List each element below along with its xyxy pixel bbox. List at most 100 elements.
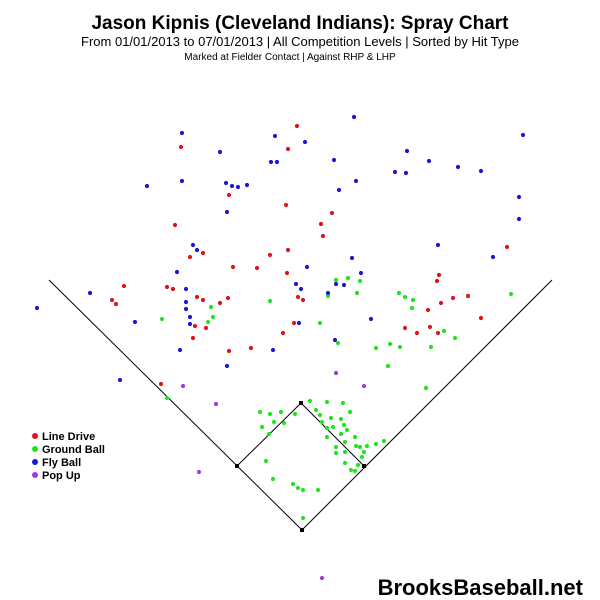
hit-point-line-drive (450, 295, 456, 301)
hit-point-line-drive (267, 252, 273, 258)
hit-point-fly-ball (144, 183, 150, 189)
hit-point-line-drive (285, 247, 291, 253)
hit-point-ground-ball (341, 422, 347, 428)
hit-point-ground-ball (410, 297, 416, 303)
hit-point-line-drive (283, 202, 289, 208)
hit-point-ground-ball (397, 344, 403, 350)
hit-point-ground-ball (423, 385, 429, 391)
hit-point-line-drive (434, 278, 440, 284)
hit-point-fly-ball (194, 247, 200, 253)
hit-point-line-drive (425, 307, 431, 313)
hit-point-line-drive (170, 286, 176, 292)
hit-point-line-drive (438, 300, 444, 306)
hit-point-ground-ball (452, 335, 458, 341)
hit-point-line-drive (113, 301, 119, 307)
hit-point-line-drive (226, 192, 232, 198)
hit-point-ground-ball (325, 293, 331, 299)
hit-point-line-drive (217, 300, 223, 306)
hit-point-ground-ball (159, 316, 165, 322)
hit-point-line-drive (478, 315, 484, 321)
hit-point-ground-ball (324, 425, 330, 431)
hit-point-ground-ball (373, 441, 379, 447)
hit-point-fly-ball (268, 159, 274, 165)
hit-point-ground-ball (344, 427, 350, 433)
hit-point-fly-ball (332, 337, 338, 343)
hit-point-ground-ball (263, 458, 269, 464)
hit-point-ground-ball (300, 487, 306, 493)
third-base (235, 464, 239, 468)
hit-point-ground-ball (333, 450, 339, 456)
hit-point-pop-up (213, 401, 219, 407)
hit-point-line-drive (172, 222, 178, 228)
hit-point-line-drive (192, 323, 198, 329)
hit-point-ground-ball (357, 444, 363, 450)
hit-point-line-drive (121, 283, 127, 289)
hit-point-line-drive (402, 325, 408, 331)
legend-item-ground-ball: Ground Ball (32, 444, 105, 456)
hit-point-ground-ball (259, 424, 265, 430)
hit-point-ground-ball (338, 416, 344, 422)
hit-point-ground-ball (352, 468, 358, 474)
hit-point-fly-ball (244, 182, 250, 188)
hit-point-line-drive (200, 250, 206, 256)
hit-point-ground-ball (313, 407, 319, 413)
hit-point-fly-ball (516, 194, 522, 200)
hit-point-fly-ball (179, 130, 185, 136)
hit-point-line-drive (320, 233, 326, 239)
hit-point-line-drive (178, 144, 184, 150)
hit-point-line-drive (284, 270, 290, 276)
hit-point-fly-ball (520, 132, 526, 138)
hit-point-fly-ball (304, 264, 310, 270)
hit-point-line-drive (200, 297, 206, 303)
home-plate (300, 528, 304, 532)
hit-point-pop-up (319, 575, 325, 581)
hit-point-line-drive (285, 146, 291, 152)
hit-point-fly-ball (224, 209, 230, 215)
hit-point-fly-ball (435, 242, 441, 248)
hit-point-ground-ball (324, 434, 330, 440)
hit-point-line-drive (187, 254, 193, 260)
legend-item-fly-ball: Fly Ball (32, 457, 81, 469)
hit-point-fly-ball (34, 305, 40, 311)
hit-point-fly-ball (478, 168, 484, 174)
hit-point-line-drive (226, 348, 232, 354)
hit-point-fly-ball (87, 290, 93, 296)
hit-point-line-drive (190, 335, 196, 341)
hit-point-ground-ball (355, 462, 361, 468)
hit-point-ground-ball (292, 411, 298, 417)
hit-point-ground-ball (290, 481, 296, 487)
hit-point-ground-ball (208, 304, 214, 310)
hit-point-line-drive (280, 330, 286, 336)
hit-point-ground-ball (359, 454, 365, 460)
hit-point-fly-ball (336, 187, 342, 193)
hit-point-ground-ball (315, 487, 321, 493)
hit-point-line-drive (504, 244, 510, 250)
hit-point-line-drive (230, 264, 236, 270)
hit-point-fly-ball (190, 242, 196, 248)
hit-point-ground-ball (164, 395, 170, 401)
hit-point-line-drive (295, 294, 301, 300)
hit-point-ground-ball (324, 399, 330, 405)
hit-point-fly-ball (183, 299, 189, 305)
hit-point-ground-ball (317, 412, 323, 418)
hit-point-ground-ball (342, 460, 348, 466)
chart-note: Marked at Fielder Contact | Against RHP … (184, 52, 396, 63)
hit-point-ground-ball (257, 409, 263, 415)
hit-point-fly-ball (455, 164, 461, 170)
hit-point-ground-ball (330, 424, 336, 430)
hit-point-ground-ball (345, 275, 351, 281)
hit-point-fly-ball (351, 114, 357, 120)
hit-point-ground-ball (387, 341, 393, 347)
hit-point-line-drive (203, 325, 209, 331)
hit-point-fly-ball (426, 158, 432, 164)
hit-point-ground-ball (266, 431, 272, 437)
hit-point-ground-ball (338, 431, 344, 437)
hit-point-ground-ball (300, 515, 306, 521)
hit-point-ground-ball (205, 319, 211, 325)
hit-point-fly-ball (183, 286, 189, 292)
hit-point-line-drive (254, 265, 260, 271)
hit-point-line-drive (164, 284, 170, 290)
legend-label-line-drive: Line Drive (42, 431, 95, 443)
hit-point-fly-ball (174, 269, 180, 275)
